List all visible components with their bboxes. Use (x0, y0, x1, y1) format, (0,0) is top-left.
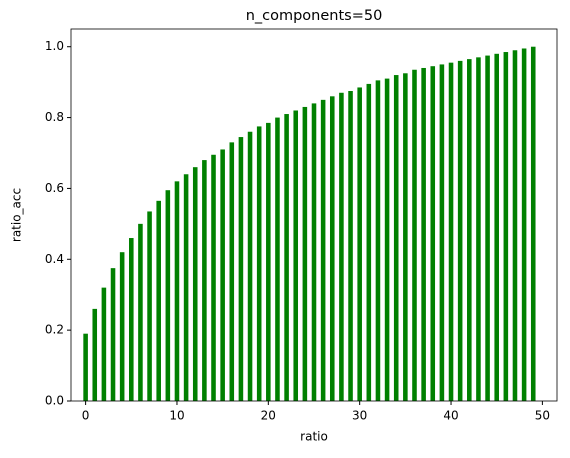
bar (384, 78, 390, 401)
bar (439, 64, 445, 401)
bar (329, 96, 335, 402)
bar (202, 160, 207, 401)
x-tick-label: 10 (169, 409, 184, 423)
bar (412, 69, 417, 401)
bar (266, 122, 271, 401)
bar (476, 57, 481, 401)
bar (284, 114, 289, 402)
x-tick-label: 20 (261, 409, 276, 423)
bar (521, 48, 527, 401)
bar (530, 46, 536, 401)
x-tick-label: 30 (352, 409, 367, 423)
bar (448, 62, 454, 402)
bar (467, 59, 472, 401)
bar (220, 149, 225, 401)
y-tick-label: 0.8 (45, 110, 64, 124)
bar (457, 60, 463, 402)
bar (138, 223, 143, 401)
bar (119, 252, 125, 401)
bar (110, 268, 116, 401)
bar (393, 75, 399, 402)
bar (192, 167, 198, 401)
bar (229, 142, 235, 401)
bar (147, 211, 152, 401)
bar (83, 333, 88, 401)
bar (348, 91, 353, 401)
bar (485, 55, 490, 401)
bar (238, 137, 244, 402)
bar (339, 92, 344, 402)
bar (247, 131, 253, 401)
chart-title: n_components=50 (246, 8, 383, 24)
bar (503, 52, 509, 402)
bar (92, 308, 98, 401)
bar (275, 117, 280, 402)
bar (403, 73, 408, 402)
y-tick-label: 1.0 (45, 39, 64, 53)
bar (101, 287, 107, 401)
x-tick-label: 40 (443, 409, 458, 423)
bar (311, 103, 317, 402)
x-tick-label: 50 (535, 409, 550, 423)
y-tick-label: 0.0 (45, 394, 64, 408)
bar (183, 174, 189, 401)
y-tick-label: 0.4 (45, 252, 64, 266)
bar (320, 99, 326, 401)
bar (293, 110, 299, 401)
bar (366, 83, 372, 402)
bar (375, 80, 381, 401)
x-axis-label: ratio (300, 430, 328, 444)
plot-frame (70, 28, 558, 402)
bar (494, 53, 499, 402)
bar (512, 50, 518, 401)
bar (174, 181, 180, 401)
bar (256, 126, 262, 401)
y-tick-label: 0.2 (45, 323, 64, 337)
bar (165, 190, 171, 401)
bar (156, 200, 161, 401)
bar (430, 66, 436, 401)
x-tick-label: 0 (82, 409, 90, 423)
bar (211, 154, 216, 401)
bar (302, 106, 308, 401)
y-axis-label: ratio_acc (10, 188, 24, 242)
bar (357, 87, 362, 401)
bar (421, 67, 426, 401)
y-tick-label: 0.6 (45, 181, 64, 195)
bar (129, 238, 134, 401)
